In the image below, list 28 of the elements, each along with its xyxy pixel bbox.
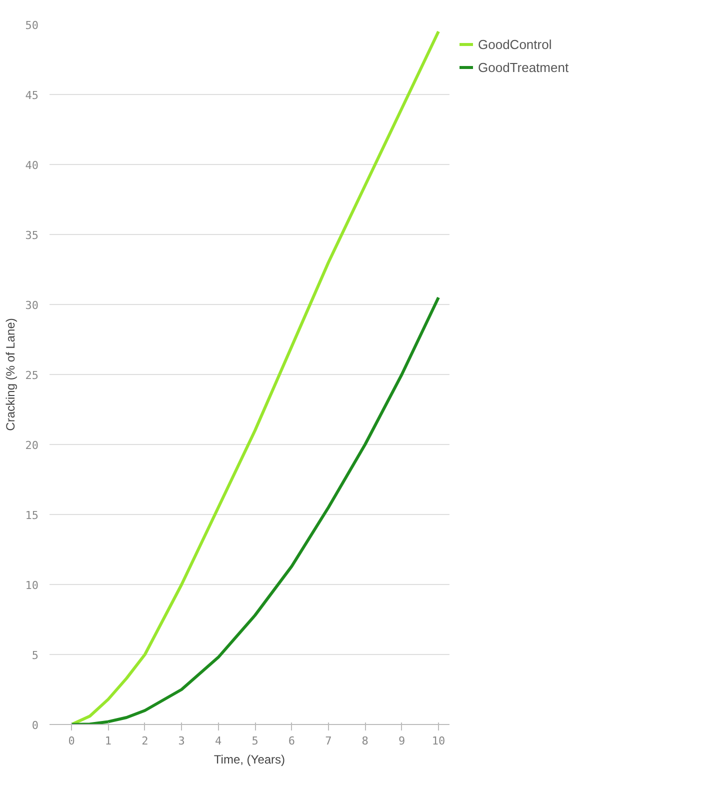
y-tick-label: 10 [25,579,39,592]
x-tick-label: 4 [214,734,222,748]
y-tick-label: 20 [25,439,39,452]
x-tick-label: 1 [104,734,112,748]
y-tick-label: 15 [25,509,39,522]
x-axis-title: Time, (Years) [214,752,286,766]
x-tick-label: 9 [398,734,406,748]
y-axis-title: Cracking (% of Lane) [3,318,18,431]
x-tick-label: 6 [288,734,296,748]
legend-label: GoodTreatment [478,60,569,74]
x-tick-label: 3 [178,734,185,748]
y-tick-label: 25 [25,369,39,382]
x-tick-label: 7 [325,734,332,748]
y-tick-label: 50 [25,19,39,32]
y-tick-label: 30 [25,299,39,312]
y-tick-label: 35 [25,229,39,242]
line-series [70,30,440,724]
y-tick-label: 45 [25,89,39,102]
y-tick-label: 40 [25,159,39,172]
x-tick-label: 0 [68,734,75,748]
y-tick-label: 5 [32,649,38,662]
x-tick-label: 5 [252,734,258,748]
line-series [70,296,440,724]
x-tick-label: 10 [432,734,446,748]
x-tick-label: 8 [362,734,368,748]
y-tick-label: 0 [32,719,38,732]
x-tick-label: 2 [142,734,148,748]
legend-label: GoodControl [478,36,552,52]
